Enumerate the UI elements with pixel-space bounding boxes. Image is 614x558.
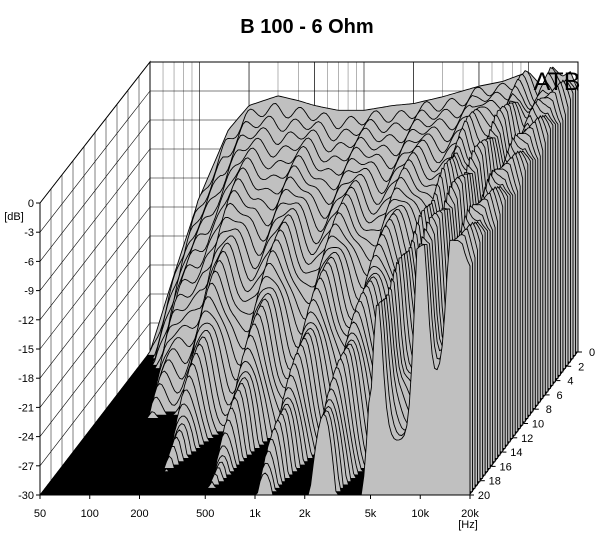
z-tick-label: 2	[578, 361, 584, 373]
z-tick-label: 20	[478, 490, 490, 502]
x-tick-label: 100	[81, 508, 99, 520]
y-axis-unit-label: [dB]	[4, 211, 24, 223]
waterfall-surface	[39, 66, 579, 496]
z-tick-label: 0	[589, 347, 595, 359]
y-tick-label: -15	[18, 344, 34, 356]
atb-logo: ATB	[534, 68, 581, 96]
y-tick-label: -6	[24, 256, 34, 268]
z-tick-label: 16	[499, 461, 511, 473]
x-tick-label: 2k	[299, 508, 311, 520]
y-tick-label: -12	[18, 315, 34, 327]
z-tick-label: 10	[532, 419, 544, 431]
z-tick-label: 12	[521, 433, 533, 445]
z-tick-label: 18	[489, 476, 501, 488]
x-tick-label: 50	[34, 508, 46, 520]
z-tick-label: 4	[567, 376, 573, 388]
z-tick-label: 6	[557, 390, 563, 402]
y-tick-label: -24	[18, 432, 34, 444]
y-tick-label: -3	[24, 227, 34, 239]
x-tick-label: 200	[130, 508, 148, 520]
z-tick-label: 14	[510, 447, 522, 459]
x-tick-label: 1k	[249, 508, 261, 520]
x-axis-unit-label: [Hz]	[458, 519, 478, 531]
y-tick-label: -27	[18, 461, 34, 473]
x-tick-label: 5k	[365, 508, 377, 520]
y-tick-label: -21	[18, 402, 34, 414]
y-tick-label: 0	[28, 198, 34, 210]
x-tick-label: 10k	[411, 508, 429, 520]
chart-title: B 100 - 6 Ohm	[240, 16, 373, 38]
x-tick-label: 500	[196, 508, 214, 520]
x-tick-label: 20k	[461, 508, 479, 520]
waterfall-slice	[39, 239, 471, 496]
y-tick-label: -30	[18, 490, 34, 502]
z-tick-label: 8	[546, 404, 552, 416]
y-tick-label: -18	[18, 373, 34, 385]
y-tick-label: -9	[24, 286, 34, 298]
